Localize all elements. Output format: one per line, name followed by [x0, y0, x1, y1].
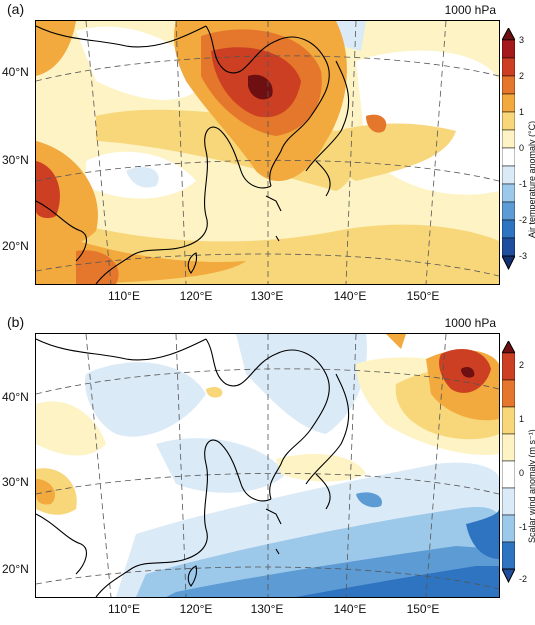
colorbar-tick: 3	[519, 35, 525, 45]
lon-label: 140°E	[333, 289, 367, 303]
lat-label: 20°N	[2, 562, 29, 576]
colorbar-tick: 1	[519, 414, 525, 424]
coastline	[36, 338, 350, 597]
colorbar-bin	[502, 406, 515, 435]
field-warm-core-max	[248, 74, 273, 100]
colorbar-bin	[502, 39, 515, 59]
coastline	[36, 25, 350, 284]
colorbar-bin	[502, 75, 515, 95]
field-neutral-sw-cold	[126, 166, 159, 188]
field-weak-neg-mid	[156, 438, 286, 493]
field-warm-nw-corner	[36, 21, 76, 76]
colorbar-bin	[502, 201, 515, 221]
colorbar-cap-top	[502, 341, 515, 354]
map-scalar-wind	[35, 333, 500, 598]
lon-label: 120°E	[179, 602, 213, 616]
panel-label: (b)	[7, 314, 25, 330]
lat-label: 30°N	[2, 153, 29, 167]
lon-label: 150°E	[406, 289, 440, 303]
colorbar-bin	[502, 379, 515, 408]
colorbar-tick: -3	[519, 251, 528, 261]
colorbar-cap-bottom	[502, 255, 515, 270]
colorbar-tick: -1	[519, 179, 528, 189]
field-weak-pos-mid	[276, 454, 366, 482]
colorbar-bin	[502, 541, 515, 570]
lon-label: 130°E	[250, 602, 284, 616]
colorbar-title: Scalar wind anomaly (m s⁻¹)	[527, 429, 535, 543]
colorbar-bin	[502, 111, 515, 131]
colorbar-tick: 1	[519, 107, 525, 117]
colorbar-bin	[502, 129, 515, 149]
field-warm-japan-core	[366, 114, 387, 133]
field-warm-japan	[334, 123, 456, 181]
field-weak-neg-n	[236, 334, 367, 434]
field-pos-small	[206, 386, 223, 398]
colorbar-bin	[502, 57, 515, 77]
field-weak-pos-w	[36, 401, 106, 456]
colorbar-bin	[502, 165, 515, 185]
colorbar-bin	[502, 433, 515, 462]
graticule	[36, 334, 499, 597]
colorbar-bin	[502, 147, 515, 167]
anomaly-field	[36, 334, 499, 597]
lon-label: 140°E	[333, 602, 367, 616]
panel-label: (a)	[7, 1, 25, 17]
field-pos-nw-corner	[386, 334, 406, 349]
colorbar-bin	[502, 487, 515, 516]
lat-label: 40°N	[2, 390, 29, 404]
lon-label: 110°E	[108, 602, 140, 616]
anomaly-field	[36, 21, 499, 284]
panel-air-temperature: (a) 1000 hPa	[0, 0, 535, 312]
colorbar-tick: 2	[519, 360, 525, 370]
lon-label: 150°E	[406, 602, 440, 616]
lon-label: 120°E	[179, 289, 213, 303]
colorbar-bin	[502, 352, 515, 381]
field-strong-neg	[296, 566, 499, 597]
graticule	[36, 21, 499, 284]
colorbar-tick: 2	[519, 71, 525, 81]
lat-label: 40°N	[2, 65, 29, 79]
panel-scalar-wind: (b) 1000 hPa	[0, 313, 535, 625]
colorbar-bin	[502, 460, 515, 489]
colorbar	[502, 341, 515, 583]
colorbar-bin	[502, 93, 515, 113]
colorbar-tick: 0	[519, 468, 525, 478]
colorbar-cap-top	[502, 28, 515, 41]
colorbar-tick: -2	[519, 574, 528, 584]
field-neutral-nw	[76, 26, 206, 100]
colorbar-bin	[502, 237, 515, 257]
colorbar-cap-bottom	[502, 568, 515, 583]
lat-label: 30°N	[2, 475, 29, 489]
pressure-level-label: 1000 hPa	[444, 3, 496, 17]
lat-label: 20°N	[2, 239, 29, 253]
pressure-level-label: 1000 hPa	[444, 316, 496, 330]
colorbar-bin	[502, 219, 515, 239]
field-strong-neg-east	[466, 509, 499, 559]
colorbar	[502, 28, 515, 270]
colorbar-bin	[502, 183, 515, 203]
colorbar-bin	[502, 514, 515, 543]
field-warm-w	[36, 141, 98, 249]
field-weak-neg-nw	[85, 362, 206, 437]
map-air-temperature	[35, 20, 500, 285]
lon-label: 110°E	[108, 289, 140, 303]
colorbar-tick: 0	[519, 143, 525, 153]
field-pos-ne-max	[461, 366, 475, 378]
lon-label: 130°E	[250, 289, 284, 303]
field-warm-se	[76, 250, 119, 284]
colorbar-title: Air temperature anomaly (°C)	[527, 120, 535, 238]
colorbar-tick: -2	[519, 215, 528, 225]
colorbar-tick: -1	[519, 522, 528, 532]
field-neg-patch	[356, 492, 382, 508]
